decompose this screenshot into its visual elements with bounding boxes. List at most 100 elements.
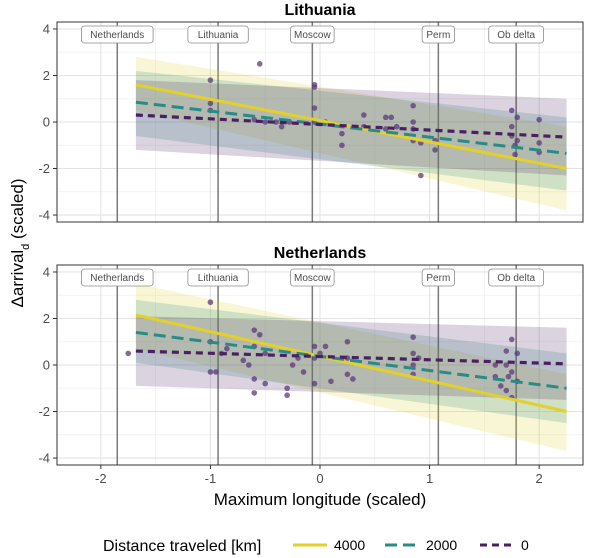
data-point	[207, 77, 214, 83]
data-point	[311, 343, 318, 350]
data-point	[505, 373, 512, 380]
panel-netherlands: Netherlands Netherlands Lithuania Moscow Per…	[38, 245, 584, 466]
data-point	[344, 371, 351, 378]
location-label-box	[187, 25, 249, 44]
data-point	[514, 350, 521, 357]
data-point	[350, 376, 356, 382]
y-axis-title: Δarrivald (scaled)	[8, 179, 32, 308]
legend-label-2000: 2000	[426, 537, 457, 553]
y-tick-label: -4	[38, 208, 50, 223]
location-label-box	[488, 25, 544, 44]
data-point	[492, 362, 499, 368]
location-label-box	[488, 268, 544, 287]
y-tick-label: 2	[43, 68, 50, 83]
location-label: Lithuania	[198, 273, 239, 284]
data-point	[418, 172, 424, 179]
data-point	[339, 142, 345, 149]
x-tick-label: -2	[95, 471, 107, 486]
x-tick-label: 0	[316, 471, 323, 486]
legend-title: Distance traveled [km]	[103, 538, 261, 555]
regression-line-4000	[135, 313, 567, 413]
panel-title: Lithuania	[284, 2, 355, 19]
data-point	[388, 114, 395, 121]
data-point	[410, 362, 416, 368]
data-point	[503, 348, 510, 354]
data-point	[322, 343, 329, 350]
data-point	[245, 362, 252, 368]
data-point	[311, 380, 318, 387]
data-point	[262, 350, 269, 357]
data-point	[278, 123, 285, 130]
data-point	[432, 147, 438, 153]
data-point	[251, 390, 258, 396]
y-tick-label: 0	[43, 115, 50, 130]
panels-layer: Lithuania Netherlands Lithuania Moscow Perm O…	[38, 2, 584, 466]
data-point	[410, 334, 416, 340]
confidence-band-4000	[135, 56, 567, 211]
data-point	[503, 387, 510, 394]
confidence-band-2000	[135, 70, 567, 191]
legend-label-0: 0	[521, 537, 529, 553]
x-tick-label: 1	[426, 471, 433, 486]
axes-layer: -2 -1 0 1 2 Maximum longitude (scaled) Δarriva…	[8, 179, 543, 509]
data-point	[284, 392, 290, 399]
data-point	[251, 327, 258, 333]
data-point	[410, 350, 416, 357]
location-label: Netherlands	[90, 273, 144, 284]
location-label-box	[81, 268, 154, 287]
y-axis-title-main: Δarrival	[8, 250, 27, 308]
data-point	[256, 61, 263, 67]
y-tick-label: -4	[38, 451, 50, 466]
data-point	[536, 140, 542, 146]
data-point	[300, 369, 307, 375]
regression-line-2000	[135, 100, 567, 155]
data-point	[328, 378, 334, 385]
data-point	[410, 102, 416, 109]
data-point	[514, 137, 521, 144]
data-point	[125, 350, 132, 357]
data-point	[251, 376, 258, 382]
data-point	[508, 123, 515, 130]
data-point	[284, 385, 290, 392]
data-point	[207, 369, 214, 375]
y-tick-label: 4	[43, 264, 50, 279]
x-tick-label: 2	[536, 471, 543, 486]
confidence-band-0	[135, 316, 567, 400]
data-point	[508, 107, 515, 114]
data-point	[410, 119, 416, 125]
data-point	[224, 345, 230, 352]
data-point	[251, 116, 258, 123]
data-point	[361, 112, 367, 118]
x-tick-label: -1	[205, 471, 217, 486]
legend-label-4000: 4000	[334, 537, 365, 553]
y-tick-label: 0	[43, 358, 50, 373]
regression-line-2000	[135, 330, 567, 390]
location-label: Perm	[426, 273, 450, 284]
data-point	[311, 105, 318, 111]
data-point	[240, 357, 247, 364]
legend-layer: Distance traveled [km] 4000 2000 0	[103, 537, 529, 555]
location-label-box	[421, 25, 455, 44]
data-point	[344, 338, 351, 345]
location-label: Ob delta	[497, 30, 535, 41]
y-axis-title-subscript: d	[20, 244, 32, 250]
data-point	[311, 84, 318, 90]
data-point	[262, 119, 269, 125]
location-label: Moscow	[294, 30, 331, 41]
data-point	[508, 369, 515, 375]
y-tick-label: 2	[43, 311, 50, 326]
data-point	[382, 114, 389, 121]
data-point	[382, 126, 389, 132]
data-point	[207, 299, 214, 306]
y-tick-label: -2	[38, 161, 50, 176]
location-label: Perm	[426, 30, 450, 41]
panel-title: Netherlands	[274, 245, 367, 262]
data-point	[207, 100, 214, 107]
y-tick-label: -2	[38, 404, 50, 419]
confidence-band-4000	[135, 283, 567, 452]
location-label-box	[187, 268, 249, 287]
data-point	[339, 130, 345, 137]
location-label: Netherlands	[90, 30, 144, 41]
location-label-box	[290, 25, 335, 44]
